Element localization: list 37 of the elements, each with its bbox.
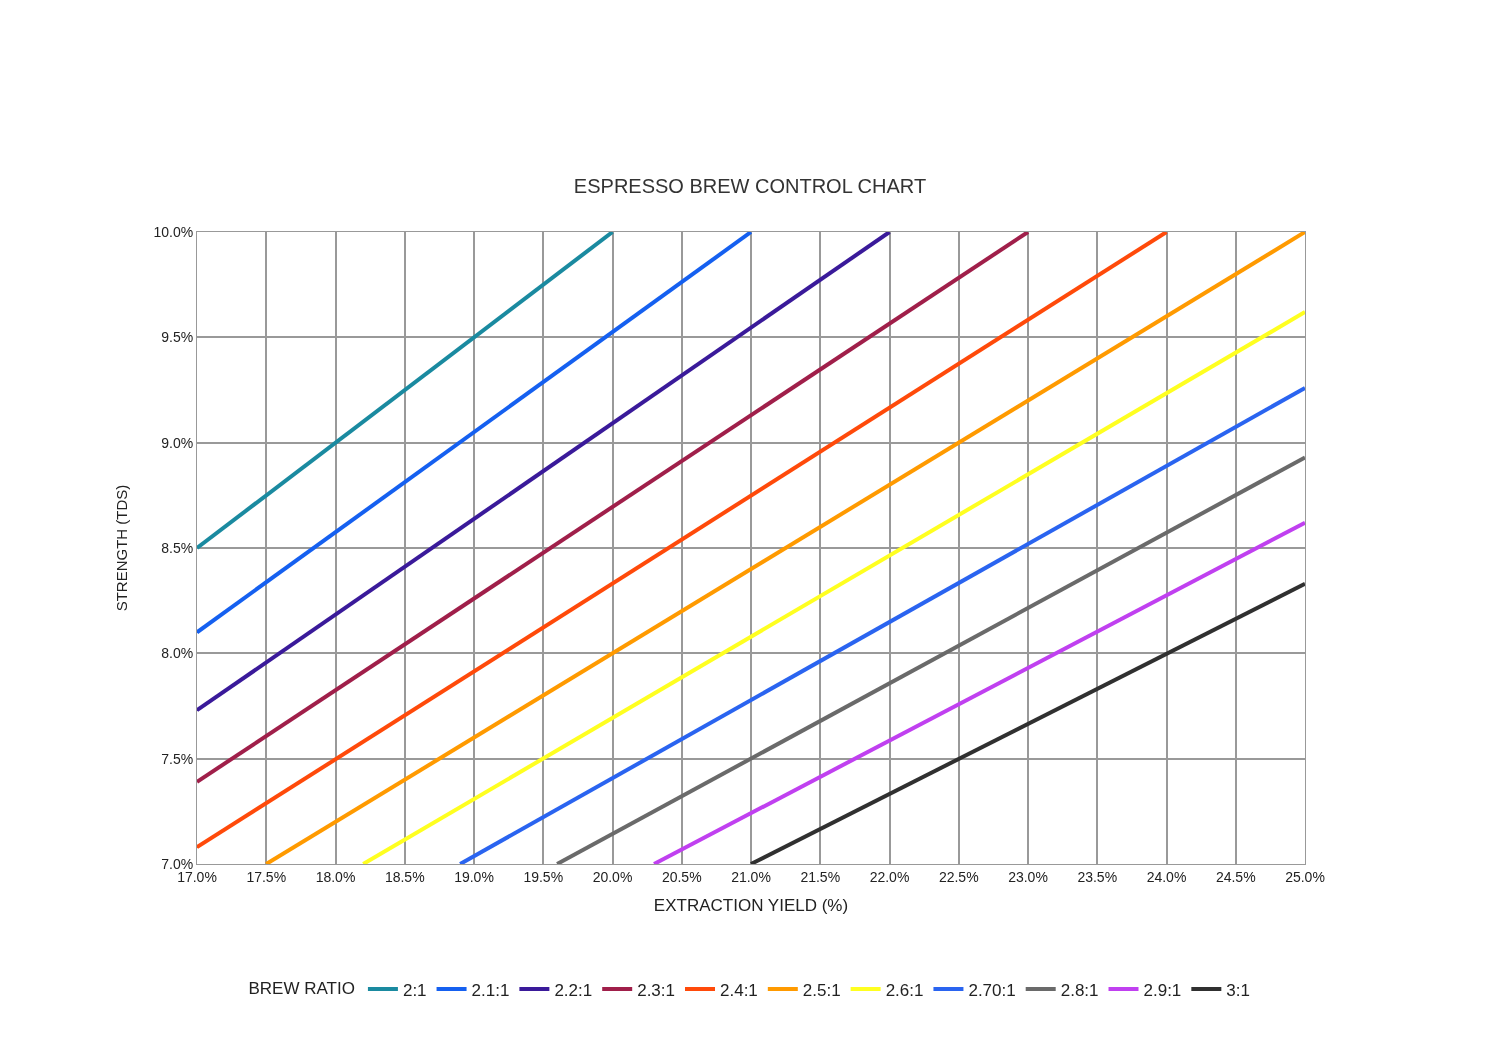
x-tick-label: 20.5% (661, 868, 702, 885)
y-tick-label: 7.5% (161, 750, 194, 767)
x-tick-label: 25.0% (1285, 868, 1325, 885)
legend-label: 2.6:1 (885, 980, 924, 1000)
x-tick-label: 22.5% (938, 868, 979, 885)
x-tick-label: 19.5% (523, 868, 564, 885)
legend-label: 2.9:1 (1143, 980, 1182, 1000)
y-tick-label: 8.0% (161, 645, 194, 662)
x-tick-label: 21.0% (731, 868, 771, 885)
y-tick-label: 10.0% (153, 223, 194, 240)
legend-label: 2.3:1 (637, 980, 675, 1000)
legend-label: 3:1 (1226, 980, 1250, 1000)
x-tick-label: 17.5% (246, 868, 287, 885)
x-tick-label: 23.0% (1008, 868, 1048, 885)
y-tick-label: 9.0% (161, 434, 194, 451)
legend-label: 2:1 (402, 980, 427, 1000)
x-tick-label: 24.5% (1215, 868, 1256, 885)
x-tick-label: 20.0% (592, 868, 633, 885)
y-tick-label: 8.5% (161, 539, 194, 556)
legend-label: 2.70:1 (968, 980, 1016, 1000)
x-axis-title: EXTRACTION YIELD (%) (653, 896, 849, 916)
y-axis-title: STRENGTH (TDS) (112, 484, 130, 612)
x-tick-label: 21.5% (800, 868, 841, 885)
legend-label: 2.2:1 (554, 980, 593, 1000)
legend-label: 2.8:1 (1060, 980, 1099, 1000)
y-tick-label: 9.5% (161, 329, 194, 346)
chart-title: ESPRESSO BREW CONTROL CHART (573, 175, 927, 197)
x-tick-label: 18.0% (315, 868, 356, 885)
x-tick-label: 22.0% (869, 868, 910, 885)
x-tick-label: 19.0% (454, 868, 494, 885)
x-tick-label: 18.5% (384, 868, 425, 885)
legend-label: 2.4:1 (720, 980, 758, 1000)
x-tick-label: 23.5% (1077, 868, 1118, 885)
legend-label: 2.1:1 (471, 980, 510, 1000)
x-tick-label: 24.0% (1146, 868, 1187, 885)
legend-label: 2.5:1 (802, 980, 841, 1000)
legend-title: BREW RATIO (248, 978, 355, 998)
